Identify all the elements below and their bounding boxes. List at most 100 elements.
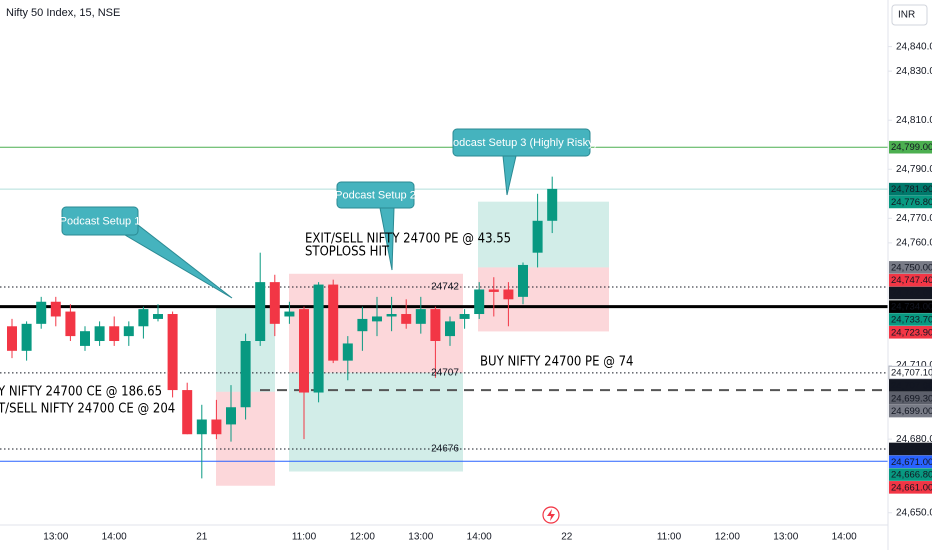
candle-body (459, 314, 470, 319)
candle-body (109, 326, 120, 342)
chart-title: Nifty 50 Index, 15, NSE (6, 7, 120, 19)
price-tag (889, 182, 932, 196)
price-tag-label: 24,707.10 (891, 368, 932, 379)
price-tag-label: 24,750.00 (891, 262, 932, 273)
x-tick-label: 13:00 (43, 532, 68, 543)
callout-label: Podcast Setup 1 (60, 215, 141, 227)
price-tag (889, 273, 932, 287)
y-tick-label: 24,680.00 (896, 434, 932, 445)
currency[interactable]: INR (898, 10, 915, 21)
x-tick-label: 11:00 (292, 532, 317, 543)
level-label: 24707 (431, 368, 459, 379)
price-tag (888, 365, 932, 380)
price-tag (889, 481, 932, 494)
x-tick-label: 13:00 (408, 532, 433, 543)
candle-body (488, 289, 499, 292)
y-tick-label: 24,790.00 (896, 164, 932, 175)
annotation: STOPLOSS HIT (305, 245, 390, 260)
annotation: BUY NIFTY 24700 PE @ 74 (480, 355, 634, 370)
price-tag-label: 24,699.30 (891, 393, 932, 404)
candle-body (65, 311, 76, 337)
plot-area (0, 146, 888, 486)
candle-body (240, 341, 251, 408)
callout-label: Podcast Setup 2 (335, 189, 416, 201)
candle-body (21, 323, 32, 351)
candle-body (401, 314, 412, 324)
price-tag-label: 24,671.00 (891, 457, 932, 468)
annotation: Y NIFTY 24700 CE @ 186.65 (0, 385, 162, 400)
price-tag (889, 286, 932, 300)
annotation: EXIT/SELL NIFTY 24700 PE @ 43.55 (305, 232, 511, 247)
price-tag-label: 24,666.80 (891, 470, 932, 481)
y-tick-label: 24,650.00 (896, 507, 932, 518)
price-tag (889, 300, 932, 313)
y-tick-label: 24,830.00 (896, 66, 932, 77)
candle-body (138, 309, 149, 327)
price-tag (889, 140, 932, 154)
candle-body (94, 326, 105, 342)
price-tag (889, 391, 932, 405)
price-tag (889, 325, 932, 339)
candle-body (415, 309, 426, 324)
candle-body (36, 301, 47, 324)
candle-body (50, 301, 61, 317)
x-tick-label: 12:00 (715, 532, 740, 543)
profit-zone (478, 201, 609, 268)
candle-body (284, 311, 295, 317)
candle-body (196, 419, 207, 435)
candle-body (503, 289, 514, 300)
candle-body (328, 284, 339, 361)
price-tag-label: 24,707.00 (891, 380, 932, 391)
candle-body (211, 419, 222, 435)
x-tick-label: 14:00 (832, 532, 857, 543)
x-tick-label: 14:00 (102, 532, 127, 543)
candle-body (518, 264, 528, 297)
x-tick-label: 12:00 (350, 532, 375, 543)
candle-body (474, 289, 485, 315)
candle-body (547, 188, 558, 221)
level-label: 24742 (431, 282, 459, 293)
price-tag (889, 404, 932, 418)
candle-body (430, 309, 441, 342)
loss-zone (478, 267, 609, 332)
x-tick-label: 11:00 (657, 532, 682, 543)
candle-body (80, 331, 90, 346)
price-tag (889, 455, 932, 469)
price-tag (889, 261, 932, 274)
candle-body (313, 284, 324, 393)
price-tag-label: 24,676.00 (891, 444, 932, 455)
candle-body (299, 309, 309, 393)
candle-body (226, 407, 236, 425)
currency-box[interactable] (891, 4, 928, 26)
candle-body (357, 318, 368, 332)
price-tag-label: 24,776.80 (891, 197, 932, 208)
price-tag-label: 24,699.00 (891, 406, 932, 417)
price-tag (889, 313, 932, 326)
candle-body (123, 326, 134, 337)
price-tag (889, 379, 932, 392)
candle-body (182, 390, 193, 435)
y-tick-label: 24,760.00 (896, 238, 932, 249)
y-tick-label: 24,710.00 (896, 360, 932, 371)
y-tick-label: 24,770.00 (896, 213, 932, 224)
candle-body (445, 321, 455, 337)
candle-body (153, 314, 163, 319)
candle-body (532, 220, 543, 253)
price-tag-label: 24,723.90 (891, 327, 932, 338)
y-tick-label: 24,840.00 (896, 41, 932, 52)
candle-body (386, 314, 397, 317)
price-tag-label: 24,734.00 (891, 302, 932, 313)
candle-body (372, 316, 382, 322)
candle-body (167, 314, 178, 391)
candle-body (7, 326, 17, 351)
x-tick-label: 22 (561, 532, 573, 543)
price-tag (889, 195, 932, 209)
price-tag-label: 24,781.90 (891, 184, 932, 195)
candle-body (269, 282, 280, 324)
price-tag-label: 24,733.70 (891, 314, 932, 325)
replay-icon[interactable] (542, 506, 560, 524)
price-tag-label: 24,742.00 (891, 288, 932, 299)
x-tick-label: 21 (196, 532, 208, 543)
